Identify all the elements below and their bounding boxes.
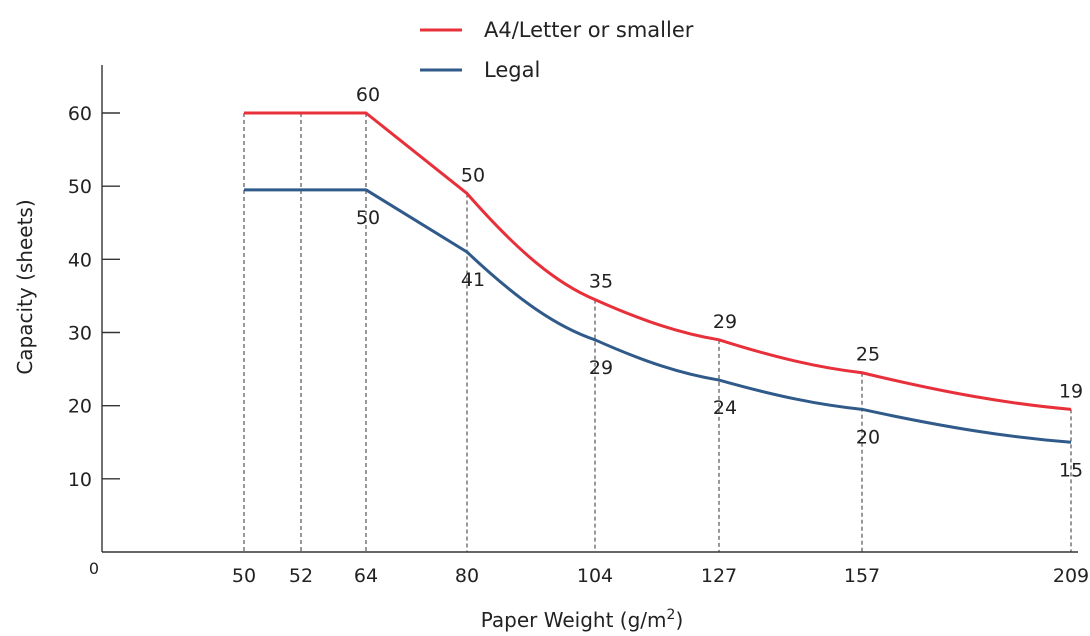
x-axis-title-main: Paper Weight (g/m — [481, 608, 667, 632]
x-tick-label-127: 127 — [701, 565, 737, 587]
y-tick-label-10: 10 — [68, 469, 92, 491]
data-label-s1-x80: 41 — [461, 269, 485, 291]
data-label-s1-x209: 15 — [1059, 459, 1083, 481]
data-label-s0-x104: 35 — [589, 271, 613, 293]
x-tick-label-104: 104 — [577, 565, 613, 587]
x-guides — [243, 113, 1072, 552]
x-tick-label-50: 50 — [232, 565, 256, 587]
y-tick-label-60: 60 — [68, 103, 92, 125]
x-tick-label-209: 209 — [1053, 565, 1089, 587]
data-label-s0-x64: 60 — [356, 84, 380, 106]
x-axis-title: Paper Weight (g/m2) — [481, 607, 684, 632]
data-label-s1-x157: 20 — [856, 426, 880, 448]
series-line-0 — [244, 111, 1072, 411]
x-tick-label-52: 52 — [289, 565, 313, 587]
data-label-s0-x80: 50 — [461, 164, 485, 186]
y-tick-label-40: 40 — [68, 249, 92, 271]
data-label-s0-x209: 19 — [1059, 380, 1083, 402]
data-label-s0-x127: 29 — [713, 311, 737, 333]
legend-label-1: Legal — [484, 58, 540, 82]
y-tick-label-50: 50 — [68, 176, 92, 198]
x-axis-title-suffix: ) — [675, 608, 683, 632]
data-label-s0-x157: 25 — [856, 344, 880, 366]
x-tick-label-64: 64 — [354, 565, 378, 587]
series-lines — [244, 111, 1072, 444]
x-tick-label-80: 80 — [455, 565, 479, 587]
series-line-1 — [244, 188, 1072, 444]
y-ticks: 10 20 30 40 50 60 — [68, 103, 120, 491]
x-ticks: 50 52 64 80 104 127 157 209 — [232, 565, 1089, 587]
y-axis-title: Capacity (sheets) — [13, 199, 37, 374]
y-tick-label-20: 20 — [68, 396, 92, 418]
origin-label: 0 — [89, 559, 99, 578]
legend: A4/Letter or smaller Legal — [420, 18, 694, 82]
data-labels: 60 50 35 29 25 19 50 41 29 24 20 15 — [356, 84, 1083, 481]
data-label-s1-x127: 24 — [713, 397, 737, 419]
data-label-s1-x104: 29 — [589, 357, 613, 379]
data-label-s1-x64: 50 — [356, 207, 380, 229]
x-tick-label-157: 157 — [844, 565, 880, 587]
y-tick-label-30: 30 — [68, 323, 92, 345]
legend-label-0: A4/Letter or smaller — [484, 18, 694, 42]
x-axis-title-superscript: 2 — [667, 607, 676, 623]
